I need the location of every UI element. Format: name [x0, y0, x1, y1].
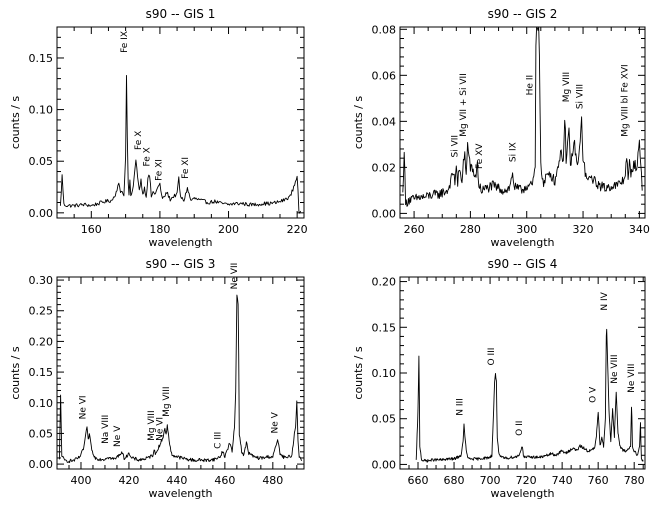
x-tick-label: 780	[624, 474, 645, 487]
line-annotation: C III	[214, 432, 224, 449]
y-axis-label: counts / s	[352, 346, 365, 399]
x-tick-label: 720	[516, 474, 537, 487]
line-annotation: Ne VI	[156, 417, 166, 441]
x-tick-label: 480	[262, 474, 283, 487]
line-annotation: Si IX	[509, 142, 519, 162]
x-tick-label: 460	[214, 474, 235, 487]
line-annotation: O II	[515, 421, 525, 436]
line-annotation: Mg VIII	[162, 386, 172, 416]
x-tick-label: 680	[444, 474, 465, 487]
line-annotation: Fe XI	[154, 159, 164, 181]
y-axis-label: counts / s	[352, 96, 365, 149]
y-tick-label: 0.20	[29, 335, 54, 348]
spectrum-line-1	[59, 74, 302, 214]
panel-3: 400 420 440 460 480 0.00 0.05 0.10 0.15 0.20 0.25 0…	[9, 257, 305, 500]
x-tick-label: 420	[118, 474, 139, 487]
line-annotation: Ne V	[271, 411, 281, 433]
y-tick-label: 0.10	[372, 367, 397, 380]
line-annotation: He II	[525, 75, 535, 95]
y-tick-label: 0.30	[29, 274, 54, 287]
y-tick-label: 0.20	[372, 276, 397, 289]
plot-frame	[399, 26, 646, 219]
chart-title: s90 -- GIS 1	[146, 7, 216, 21]
plot-frame	[56, 26, 305, 219]
line-annotation: Ne VIII	[610, 354, 620, 383]
x-tick-label: 700	[480, 474, 501, 487]
y-tick-label: 0.00	[372, 458, 397, 471]
line-annotation: Ne VI	[78, 395, 88, 419]
chart-title: s90 -- GIS 2	[488, 7, 558, 21]
x-tick-label: 340	[629, 223, 650, 236]
y-tick-label: 0.08	[372, 23, 397, 36]
y-tick-label: 0.00	[29, 458, 54, 471]
x-tick-label: 440	[166, 474, 187, 487]
x-axis-label: wavelength	[148, 236, 212, 249]
y-axis-label: counts / s	[9, 96, 22, 149]
line-annotation: Mg VII + Si VII	[459, 73, 469, 137]
line-annotation: Si VIII	[575, 84, 585, 109]
x-tick-label: 740	[552, 474, 573, 487]
line-annotation: Na VIII	[101, 415, 111, 444]
line-annotation: Si VII	[450, 135, 460, 158]
y-tick-label: 0.05	[372, 413, 397, 426]
x-tick-label: 300	[516, 223, 537, 236]
x-tick-label: 200	[218, 223, 239, 236]
x-tick-label: 260	[404, 223, 425, 236]
y-tick-label: 0.00	[29, 207, 54, 220]
line-annotation: Mg VIII	[562, 72, 572, 102]
line-annotation: N IV	[600, 291, 610, 310]
y-tick-label: 0.10	[29, 104, 54, 117]
spectrum-line-2	[402, 26, 643, 207]
chart-title: s90 -- GIS 3	[146, 257, 216, 271]
x-tick-label: 400	[70, 474, 91, 487]
x-tick-label: 160	[81, 223, 102, 236]
spectrum-line-4	[415, 328, 644, 463]
line-annotation: Ne VIII	[627, 364, 637, 393]
panel-2: 260 280 300 320 340 0.00 0.02 0.04 0.06 0.08 s90 -…	[352, 7, 650, 249]
line-annotation: Ne VII	[230, 263, 240, 290]
x-tick-label: 180	[149, 223, 170, 236]
y-tick-label: 0.00	[372, 207, 397, 220]
line-annotation: Ne V	[113, 425, 123, 447]
line-annotation: Fe XV	[475, 143, 485, 169]
y-tick-label: 0.06	[372, 69, 397, 82]
plot-frame	[56, 276, 305, 470]
y-tick-label: 0.15	[372, 321, 397, 334]
chart-title: s90 -- GIS 4	[488, 257, 558, 271]
line-annotation: N III	[456, 398, 466, 416]
y-tick-label: 0.04	[372, 115, 397, 128]
line-annotation: Mg VIII bl Fe XVI	[621, 64, 631, 136]
x-tick-label: 660	[408, 474, 429, 487]
line-annotation: O III	[487, 348, 497, 366]
y-tick-label: 0.15	[29, 366, 54, 379]
x-tick-label: 220	[287, 223, 308, 236]
y-axis-label: counts / s	[9, 346, 22, 399]
x-tick-label: 320	[573, 223, 594, 236]
line-annotation: Fe X	[134, 131, 144, 150]
line-annotation: Fe XI	[181, 157, 191, 179]
y-tick-label: 0.15	[29, 52, 54, 65]
y-tick-label: 0.10	[29, 397, 54, 410]
panel-1: 160 180 200 220 0.00 0.05 0.10 0.15 s90 -- GIS 1…	[9, 7, 308, 249]
x-tick-label: 760	[588, 474, 609, 487]
x-axis-label: wavelength	[148, 487, 212, 500]
x-axis-label: wavelength	[490, 487, 554, 500]
x-axis-label: wavelength	[490, 236, 554, 249]
line-annotation: Mg VIII	[147, 410, 157, 440]
x-tick-label: 280	[460, 223, 481, 236]
line-annotation: Fe IX	[120, 31, 130, 53]
y-tick-label: 0.05	[29, 427, 54, 440]
y-tick-label: 0.05	[29, 155, 54, 168]
panel-4: 660 680 700 720 740 760 780 0.00 0.05 0.10 0.15 0.2…	[352, 257, 646, 500]
line-annotation: O V	[589, 386, 599, 403]
y-tick-label: 0.02	[372, 161, 397, 174]
y-tick-label: 0.25	[29, 305, 54, 318]
spectrum-line-3	[58, 294, 303, 464]
line-annotation: Fe X	[143, 147, 153, 166]
